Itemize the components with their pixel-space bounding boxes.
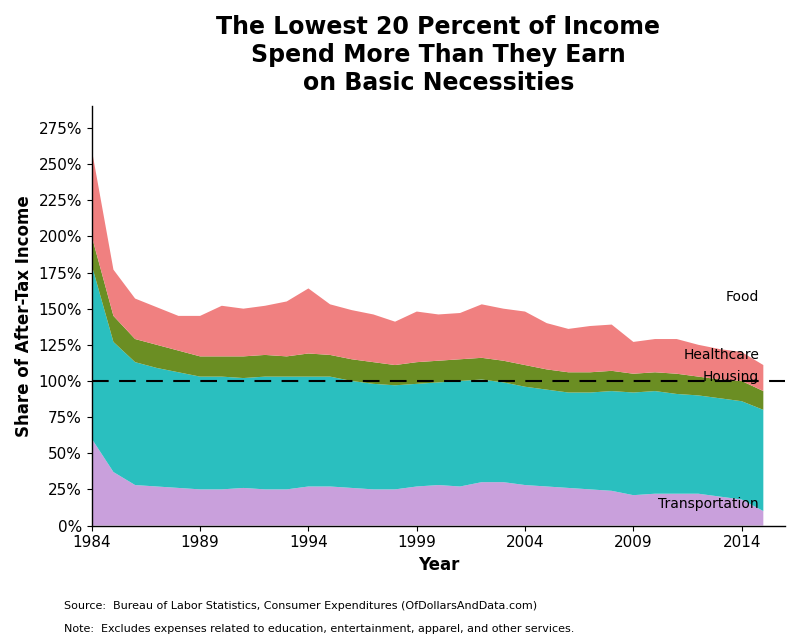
Y-axis label: Share of After-Tax Income: Share of After-Tax Income (15, 195, 33, 436)
Text: Housing: Housing (702, 370, 759, 383)
Text: Transportation: Transportation (658, 497, 759, 511)
X-axis label: Year: Year (418, 556, 459, 574)
Text: Source:  Bureau of Labor Statistics, Consumer Expenditures (OfDollarsAndData.com: Source: Bureau of Labor Statistics, Cons… (64, 601, 537, 611)
Text: Food: Food (726, 290, 759, 304)
Text: Note:  Excludes expenses related to education, entertainment, apparel, and other: Note: Excludes expenses related to educa… (64, 623, 574, 634)
Title: The Lowest 20 Percent of Income
Spend More Than They Earn
on Basic Necessities: The Lowest 20 Percent of Income Spend Mo… (216, 15, 660, 95)
Text: Healthcare: Healthcare (683, 348, 759, 362)
